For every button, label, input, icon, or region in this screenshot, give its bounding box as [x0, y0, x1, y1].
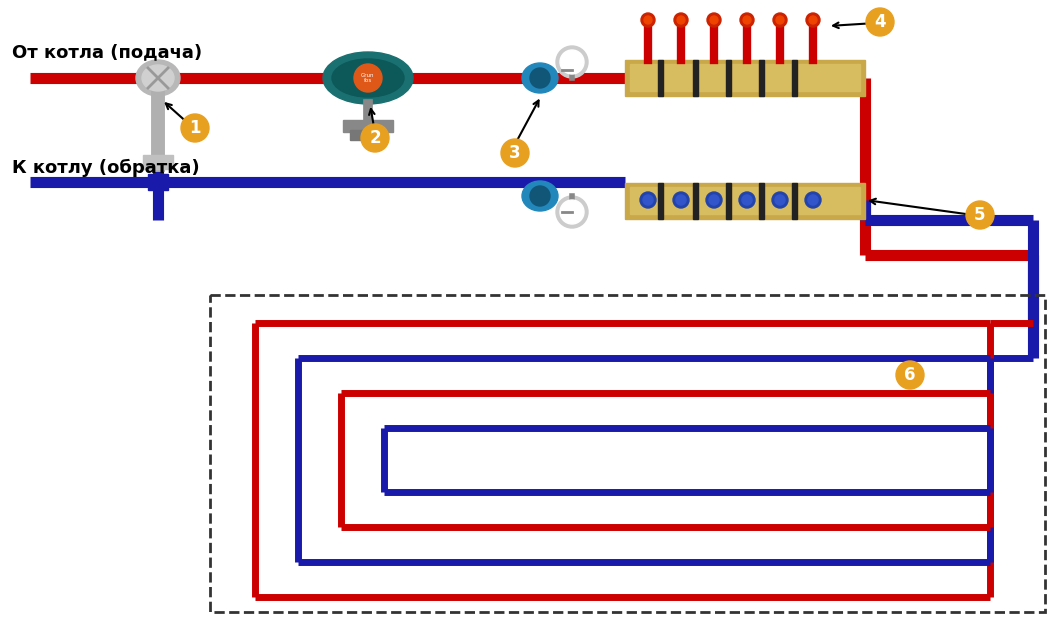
Circle shape	[707, 13, 721, 27]
Text: 5: 5	[974, 206, 986, 224]
Circle shape	[560, 200, 584, 224]
Circle shape	[556, 196, 588, 228]
Bar	[658, 60, 663, 96]
Circle shape	[710, 16, 718, 24]
Bar	[143, 155, 173, 169]
Text: 4: 4	[874, 13, 886, 31]
Ellipse shape	[136, 60, 180, 96]
Circle shape	[676, 195, 686, 205]
Ellipse shape	[332, 59, 404, 97]
Bar	[726, 60, 731, 96]
Circle shape	[775, 195, 785, 205]
Circle shape	[643, 195, 653, 205]
Circle shape	[740, 13, 754, 27]
Circle shape	[742, 195, 753, 205]
Circle shape	[806, 13, 820, 27]
Text: 1: 1	[189, 119, 201, 137]
Ellipse shape	[522, 63, 558, 93]
Bar	[343, 120, 393, 132]
Circle shape	[966, 201, 994, 229]
Bar	[693, 183, 698, 219]
Circle shape	[805, 192, 821, 208]
Circle shape	[501, 139, 529, 167]
Circle shape	[560, 50, 584, 74]
Circle shape	[706, 192, 722, 208]
Circle shape	[530, 186, 550, 206]
Bar	[759, 60, 764, 96]
Bar	[726, 183, 731, 219]
Bar	[630, 187, 860, 214]
Circle shape	[181, 114, 209, 142]
Circle shape	[809, 16, 817, 24]
Ellipse shape	[522, 181, 558, 211]
Circle shape	[641, 13, 655, 27]
Circle shape	[354, 64, 382, 92]
Bar	[148, 174, 168, 190]
Bar	[693, 60, 698, 96]
Circle shape	[709, 195, 719, 205]
Circle shape	[677, 16, 685, 24]
Circle shape	[808, 195, 818, 205]
Bar	[630, 64, 860, 91]
Bar	[658, 183, 663, 219]
Circle shape	[776, 16, 784, 24]
Text: От котла (подача): От котла (подача)	[12, 43, 202, 61]
Circle shape	[674, 13, 688, 27]
Circle shape	[739, 192, 755, 208]
Circle shape	[772, 192, 788, 208]
Text: 6: 6	[904, 366, 915, 384]
Circle shape	[530, 68, 550, 88]
Circle shape	[360, 124, 389, 152]
Text: К котлу (обратка): К котлу (обратка)	[12, 159, 200, 177]
Text: 2: 2	[369, 129, 380, 147]
Circle shape	[556, 46, 588, 78]
Bar	[792, 183, 797, 219]
Ellipse shape	[323, 52, 413, 104]
Circle shape	[640, 192, 656, 208]
Bar	[625, 183, 865, 219]
Bar	[350, 130, 386, 140]
Bar	[625, 60, 865, 96]
Circle shape	[866, 8, 894, 36]
Circle shape	[673, 192, 689, 208]
Circle shape	[772, 13, 787, 27]
Bar	[792, 60, 797, 96]
Ellipse shape	[142, 65, 174, 91]
Circle shape	[743, 16, 751, 24]
Bar	[759, 183, 764, 219]
Text: Grun
fos: Grun fos	[362, 72, 375, 83]
Circle shape	[644, 16, 652, 24]
Circle shape	[897, 361, 924, 389]
Text: 3: 3	[509, 144, 521, 162]
